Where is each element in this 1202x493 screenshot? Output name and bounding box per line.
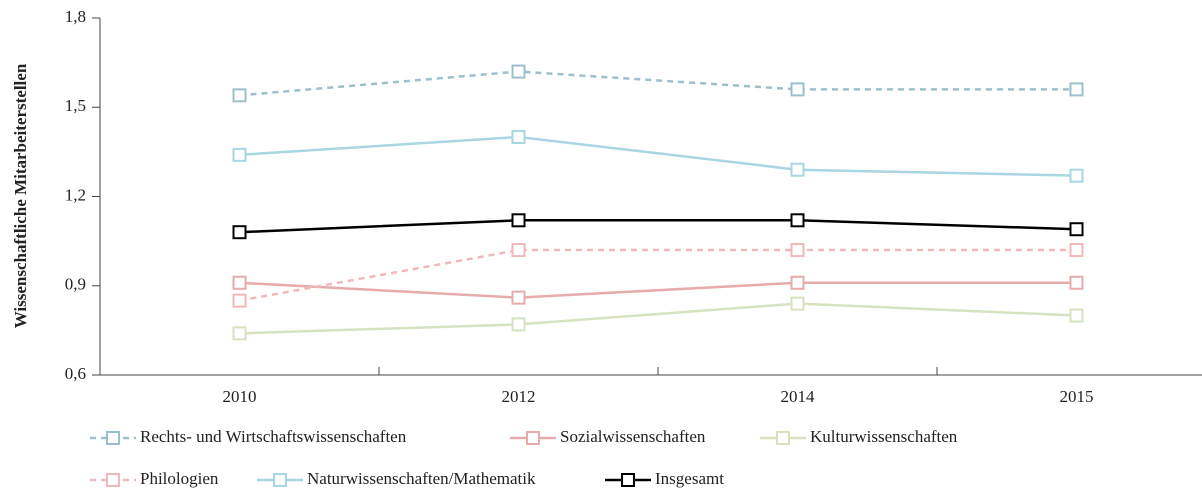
marker xyxy=(790,213,805,228)
marker xyxy=(511,130,526,144)
legend-marker xyxy=(526,431,540,445)
marker xyxy=(1069,308,1084,323)
marker xyxy=(511,317,526,332)
x-tick-label: 2014 xyxy=(781,387,816,406)
series-line xyxy=(239,281,1077,299)
x-tick-label: 2015 xyxy=(1060,387,1094,406)
series-line xyxy=(239,135,1077,177)
marker xyxy=(232,147,247,162)
legend-marker xyxy=(776,431,790,445)
y-tick-label: 1,5 xyxy=(65,96,86,115)
legend-marker xyxy=(273,473,287,487)
series-line xyxy=(239,70,1077,97)
legend-label: Naturwissenschaften/Mathematik xyxy=(307,469,536,488)
marker xyxy=(232,88,247,103)
marker xyxy=(511,290,526,305)
marker xyxy=(790,296,805,311)
y-tick-label: 1,8 xyxy=(65,7,86,26)
legend-marker xyxy=(621,473,635,487)
marker xyxy=(232,225,247,240)
marker xyxy=(232,275,247,290)
legend-marker xyxy=(106,473,120,487)
marker xyxy=(1069,243,1084,258)
marker xyxy=(790,82,805,97)
marker xyxy=(511,64,526,79)
legend-label: Philologien xyxy=(140,469,219,488)
marker xyxy=(790,243,805,258)
marker xyxy=(1069,275,1084,290)
legend-marker xyxy=(106,431,120,445)
x-tick-label: 2010 xyxy=(223,387,257,406)
x-tick-label: 2012 xyxy=(502,387,536,406)
legend-label: Kulturwissenschaften xyxy=(810,427,958,446)
marker xyxy=(790,162,805,177)
series-line xyxy=(239,248,1077,302)
legend-label: Rechts- und Wirtschaftswissenschaften xyxy=(140,427,407,446)
marker xyxy=(1069,168,1084,183)
y-tick-label: 0,9 xyxy=(65,275,86,294)
marker xyxy=(232,326,247,341)
marker xyxy=(1069,222,1084,237)
legend-label: Sozialwissenschaften xyxy=(560,427,706,446)
marker xyxy=(1069,82,1084,97)
marker xyxy=(511,213,526,228)
marker xyxy=(511,243,526,258)
y-tick-label: 0,6 xyxy=(65,364,86,383)
y-axis-label: Wissenschaftliche Mitarbeiterstellen xyxy=(11,63,30,328)
marker xyxy=(790,275,805,290)
series-line xyxy=(239,302,1077,335)
marker xyxy=(232,293,247,308)
legend-label: Insgesamt xyxy=(655,469,724,488)
series-line xyxy=(239,219,1077,234)
y-tick-label: 1,2 xyxy=(65,185,86,204)
